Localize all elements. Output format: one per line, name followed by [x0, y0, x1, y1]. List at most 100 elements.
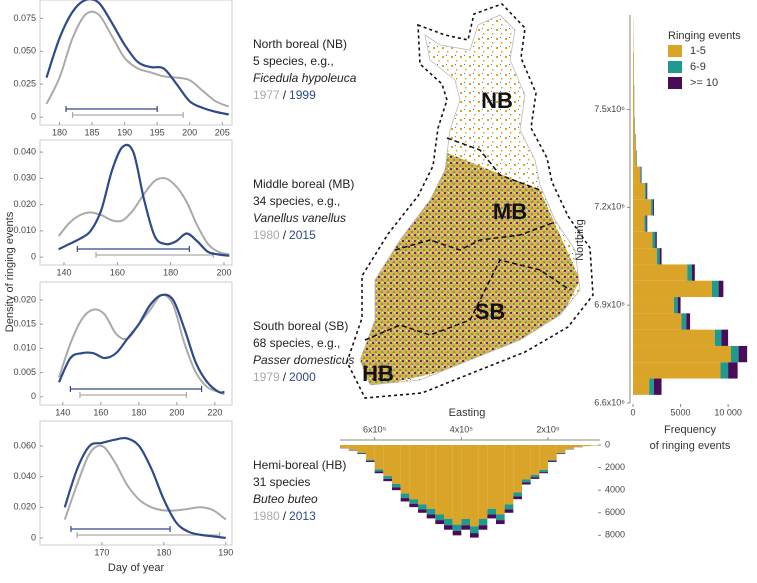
bar-segment: [645, 182, 647, 200]
bar-segment: [652, 231, 656, 249]
y-tick-label: 0.020: [13, 294, 36, 304]
zone-label: SB: [475, 299, 506, 324]
bar-segment: [487, 445, 496, 509]
bar-segment: [478, 525, 488, 530]
x-tick-label: 180: [52, 127, 67, 137]
year-late: 1999: [289, 88, 316, 102]
bar-segment: [633, 313, 682, 330]
bar-segment: [496, 445, 505, 515]
y-tick-label: 0.020: [13, 502, 36, 512]
x-tick-label: 200: [169, 407, 184, 417]
x-tick-label: 160: [93, 407, 108, 417]
zone-border: [364, 259, 571, 341]
x-tick-label: 160: [110, 267, 125, 277]
y-tick-label: 0.010: [13, 225, 36, 235]
y-tick-label: 0.005: [13, 367, 36, 377]
bar-segment: [504, 445, 514, 505]
map-fill: [360, 15, 580, 385]
species-name: Vanellus vanellus: [253, 211, 346, 225]
zone-label: HB: [362, 361, 394, 386]
y-tick-label: 0.075: [13, 13, 36, 23]
y-tick-label: 0.030: [13, 173, 36, 183]
x-axis-label: Frequency: [664, 424, 716, 436]
bar-segment: [530, 445, 540, 475]
species-name: Buteo buteo: [253, 492, 318, 506]
bar-segment: [633, 248, 657, 265]
bar-segment: [681, 313, 687, 330]
bar-segment: [656, 248, 660, 265]
year-separator: /: [283, 228, 287, 242]
bar-segment: [574, 445, 583, 447]
region-title: Middle boreal (MB): [253, 177, 354, 191]
x-tick-label: 220: [207, 407, 222, 417]
bar-segment: [400, 445, 410, 494]
panel-frame: [39, 139, 233, 266]
y-tick-label: 0.010: [13, 343, 36, 353]
legend-swatch: [668, 77, 682, 89]
bar-segment: [582, 445, 592, 447]
x-tick-label: 180: [131, 407, 146, 417]
bar-segment: [720, 362, 729, 379]
x-tick-label: 170: [94, 547, 109, 557]
bar-segment: [539, 469, 548, 473]
bar-segment: [633, 117, 635, 135]
zone-label: NB: [481, 88, 513, 113]
bar-segment: [470, 526, 479, 534]
y-tick-label: 0.060: [13, 440, 36, 450]
bar-segment: [556, 452, 566, 454]
map: [346, 3, 594, 399]
dense-area: [360, 150, 580, 385]
bar-segment: [470, 533, 479, 538]
bar-segment: [686, 313, 691, 330]
bar-segment: [633, 329, 715, 346]
bar-segment: [659, 248, 662, 265]
year-late: 2000: [289, 370, 316, 384]
bar-segment: [452, 530, 462, 536]
x-tick-label: 4x10⁵: [450, 424, 474, 434]
bar-segment: [730, 345, 739, 363]
legend-title: Ringing events: [668, 30, 741, 42]
bar-segment: [646, 182, 648, 200]
bar-segment: [646, 215, 648, 232]
bar-segment: [633, 215, 645, 232]
region-title: North boreal (NB): [253, 37, 347, 51]
bar-segment: [478, 445, 488, 519]
bar-segment: [374, 469, 384, 472]
years: 1980/2013: [253, 509, 316, 523]
bar-segment: [426, 445, 436, 509]
bar-segment: [633, 182, 646, 200]
bar-segment: [461, 445, 470, 519]
bar-segment: [435, 445, 444, 515]
map-outline: [359, 14, 581, 386]
y-axis-label: Density of ringing events: [4, 211, 16, 332]
density-line: [58, 143, 230, 257]
bar-segment: [530, 477, 540, 479]
bar-segment: [461, 518, 470, 526]
years: 1977/1999: [253, 88, 316, 102]
bar-segment: [633, 362, 721, 379]
year-late: 2015: [289, 228, 316, 242]
y-tick-label: 0: [31, 391, 36, 401]
y-tick-label: 0.040: [13, 146, 36, 156]
x-tick-label: 200: [182, 127, 197, 137]
bar-segment: [633, 280, 712, 298]
bar-segment: [374, 471, 384, 474]
x-axis-label: of ringing events: [650, 440, 731, 452]
legend-label: 1-5: [690, 45, 706, 57]
density-line: [58, 293, 225, 394]
year-separator: /: [283, 370, 287, 384]
panel-frame: [39, 420, 233, 546]
x-tick-label: 180: [156, 547, 171, 557]
y-tick-label: 0.050: [13, 46, 36, 56]
bar-segment: [691, 264, 695, 281]
species-name: Ficedula hypoleuca: [253, 71, 357, 85]
bar-segment: [721, 329, 729, 346]
year-separator: /: [283, 509, 287, 523]
bar-segment: [504, 509, 514, 513]
density-line: [63, 436, 226, 540]
bar-segment: [340, 445, 349, 448]
x-tick-label: 180: [163, 267, 178, 277]
year-early: 1977: [253, 88, 280, 102]
species-note: 68 species, e.g.,: [253, 336, 340, 350]
x-tick-label: 10 000: [714, 407, 742, 417]
